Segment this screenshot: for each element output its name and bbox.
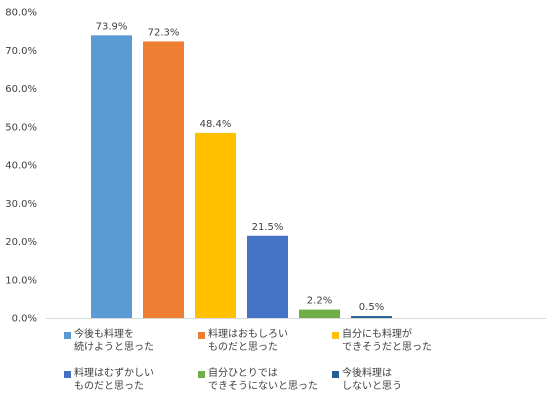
legend-swatch	[198, 332, 205, 339]
bar-data-label: 73.9%	[96, 21, 128, 32]
legend-item: 料理はおもしろい ものだと思った	[198, 328, 330, 358]
legend-label: 今後も料理を 続けようと思った	[74, 329, 154, 353]
data-labels: 73.9% 72.3% 48.4% 21.5% 2.2% 0.5%	[96, 21, 385, 313]
y-tick-label: 80.0%	[5, 8, 37, 19]
bar-data-label: 2.2%	[307, 296, 332, 307]
bar-data-label: 48.4%	[200, 119, 232, 130]
legend-swatch	[332, 371, 339, 378]
legend-item: 今後も料理を 続けようと思った	[64, 328, 196, 358]
bar	[351, 316, 392, 318]
y-tick-label: 50.0%	[5, 122, 37, 133]
legend-label: 今後料理は しないと思う	[342, 368, 402, 392]
bar	[247, 235, 288, 318]
y-tick-label: 70.0%	[5, 46, 37, 57]
legend-item: 今後料理は しないと思う	[332, 367, 464, 397]
bar-data-label: 72.3%	[148, 27, 180, 38]
legend-item: 料理はむずかしい ものだと思った	[64, 367, 196, 397]
y-tick-label: 40.0%	[5, 161, 37, 172]
bars	[91, 35, 392, 319]
y-axis: 0.0% 10.0% 20.0% 30.0% 40.0% 50.0% 60.0% 70.0% 8…	[5, 8, 546, 325]
bar-data-label: 21.5%	[252, 222, 284, 233]
legend-swatch	[332, 332, 339, 339]
bar	[299, 309, 340, 318]
y-tick-label: 60.0%	[5, 84, 37, 95]
legend-item: 自分ひとりでは できそうにないと思った	[198, 367, 330, 397]
legend-swatch	[64, 332, 71, 339]
legend-label: 自分にも料理が できそうだと思った	[342, 329, 432, 353]
bar	[195, 132, 236, 318]
bar-data-label: 0.5%	[359, 302, 384, 313]
legend-label: 料理はおもしろい ものだと思った	[208, 329, 288, 353]
bar	[91, 35, 132, 319]
y-tick-label: 30.0%	[5, 199, 37, 210]
legend-swatch	[64, 371, 71, 378]
legend-label: 料理はむずかしい ものだと思った	[74, 368, 154, 392]
legend-item: 自分にも料理が できそうだと思った	[332, 328, 464, 358]
y-tick-label: 10.0%	[5, 275, 37, 286]
bar	[143, 41, 184, 318]
y-tick-label: 20.0%	[5, 237, 37, 248]
y-tick-label: 0.0%	[12, 314, 37, 325]
legend-swatch	[198, 371, 205, 378]
legend-label: 自分ひとりでは できそうにないと思った	[208, 368, 318, 392]
